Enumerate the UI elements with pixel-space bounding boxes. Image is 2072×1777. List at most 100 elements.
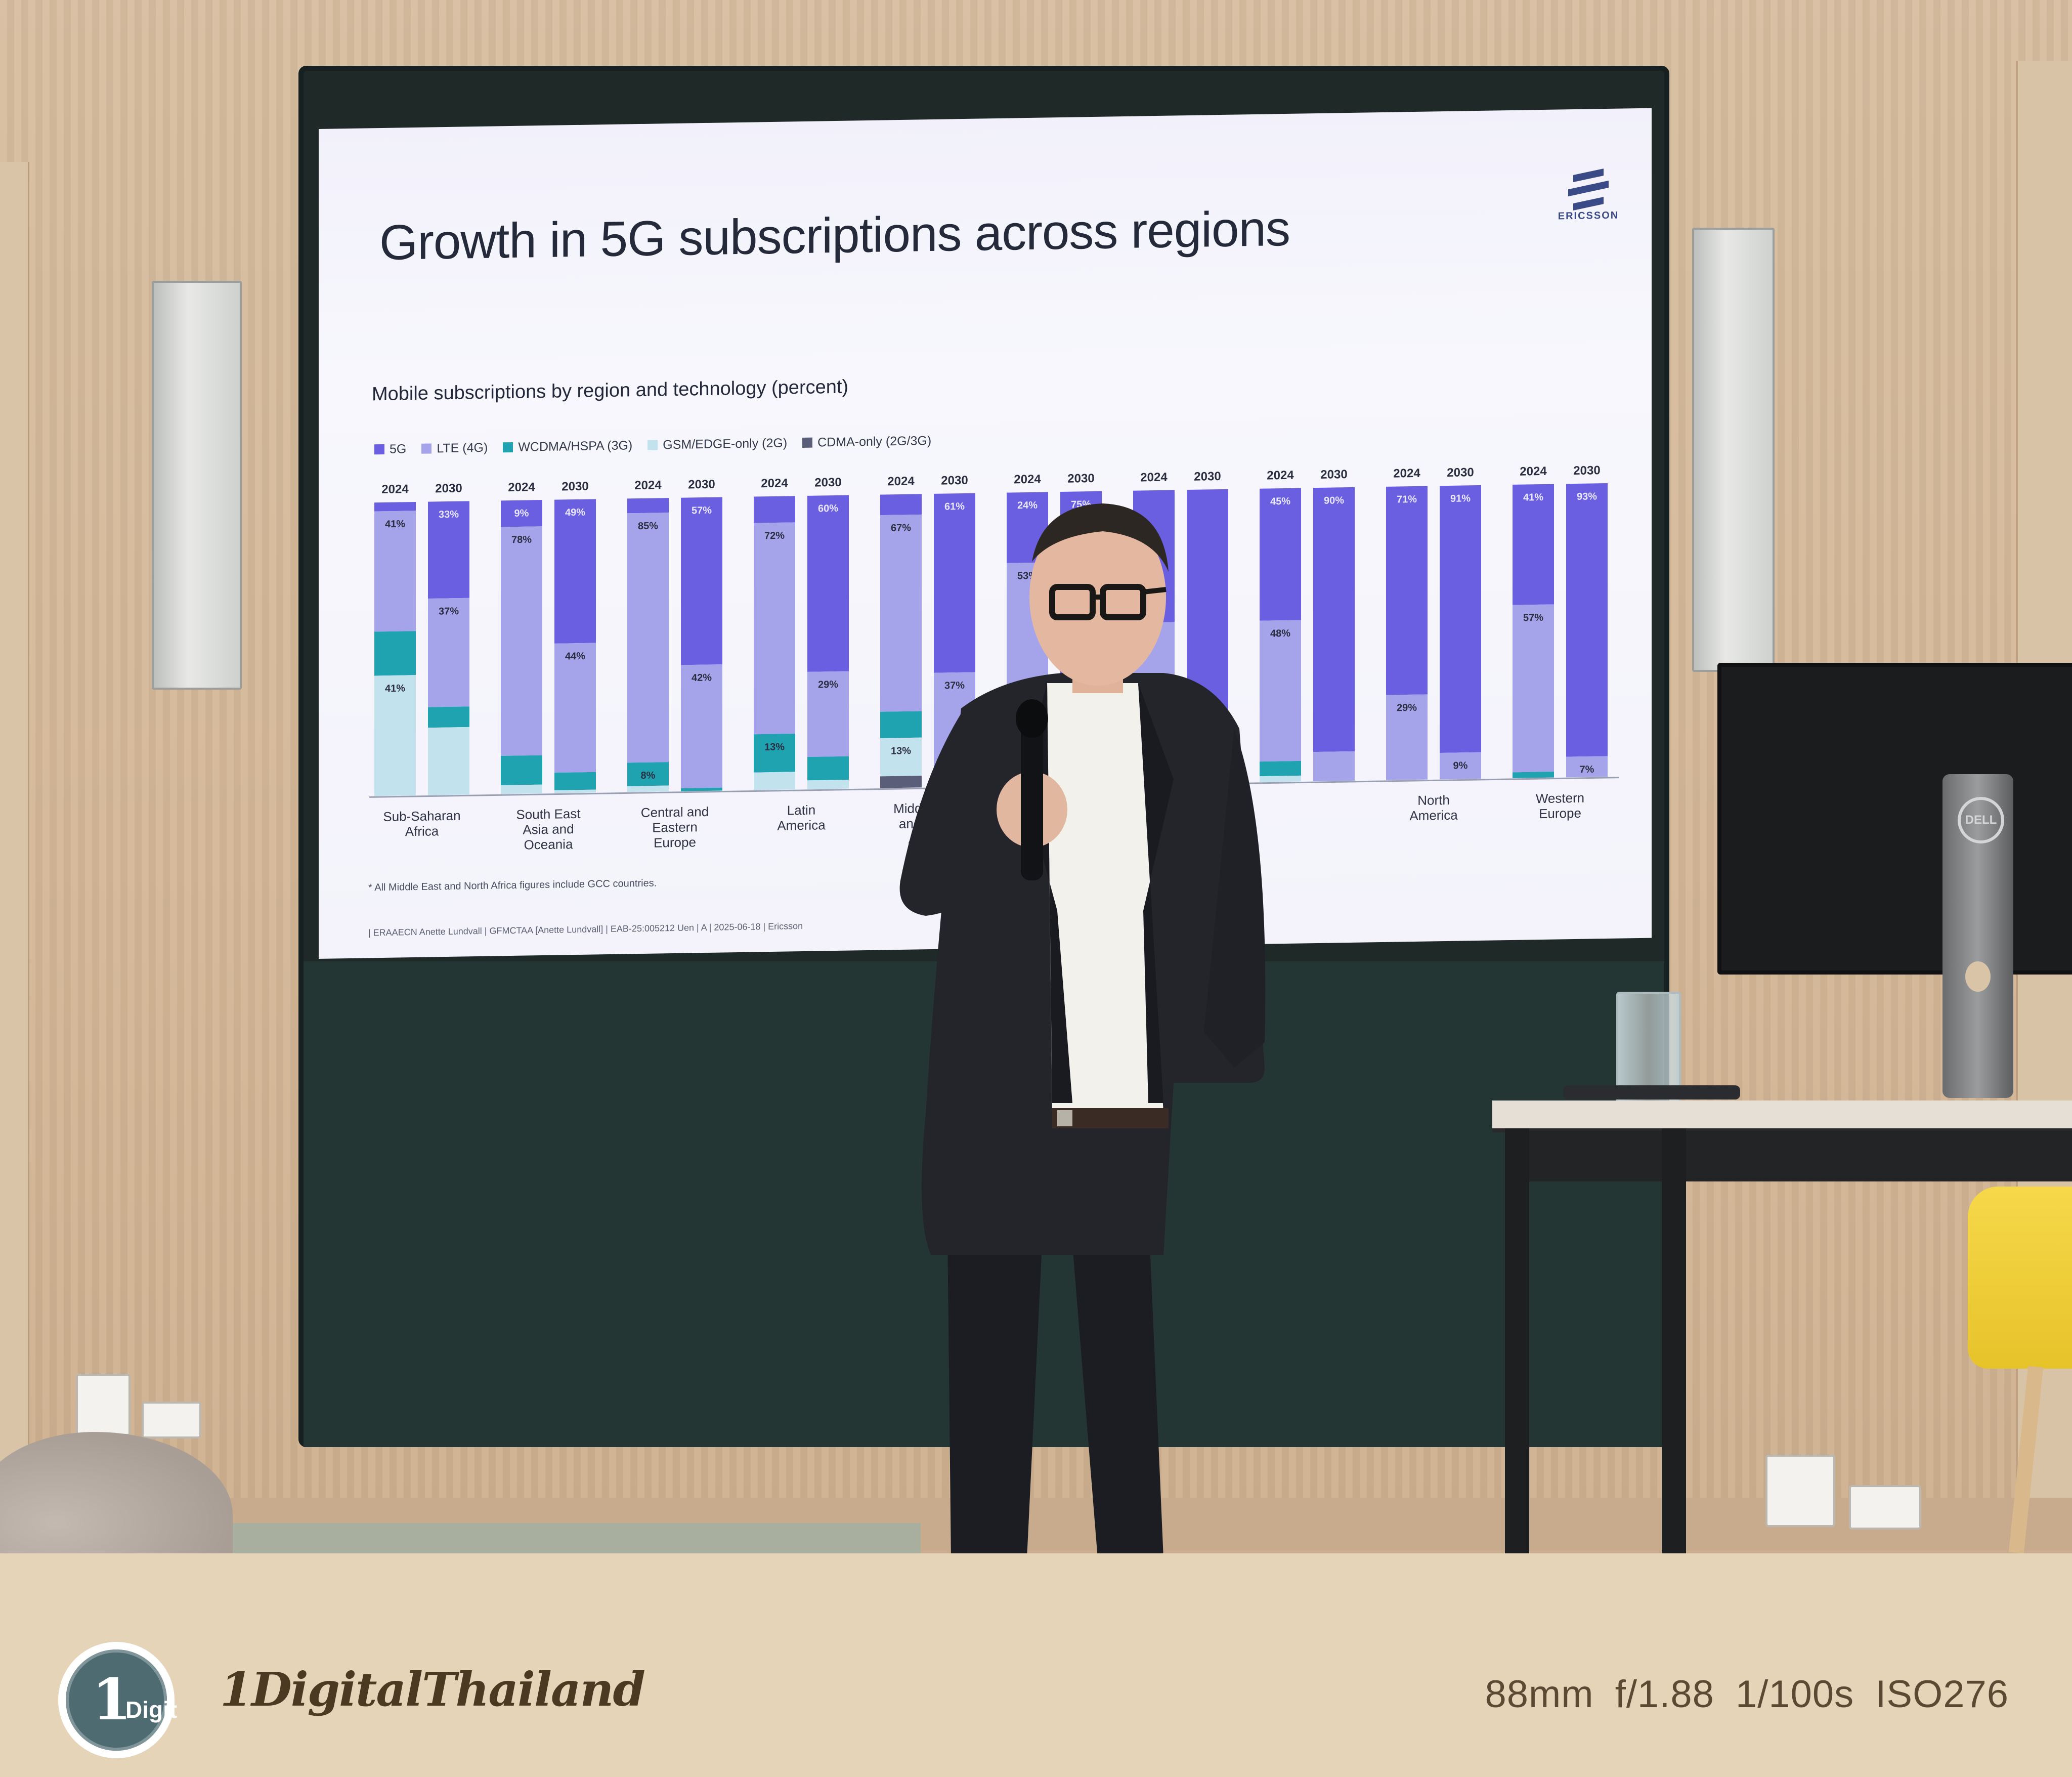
bar-segment [554, 643, 596, 773]
bar-segment [627, 498, 669, 514]
bar-segment [880, 514, 922, 712]
bar-segment [428, 501, 469, 599]
year-tick-label: 2024 [508, 480, 535, 494]
bar-segment [807, 671, 849, 757]
bar-segment [374, 501, 416, 512]
power-outlet [142, 1402, 201, 1438]
wall-switch [76, 1374, 131, 1436]
data-label: 93% [1577, 491, 1597, 502]
data-label: 57% [1523, 612, 1543, 624]
bar-segment [880, 776, 922, 788]
data-label: 33% [439, 509, 459, 521]
bar-segment [1386, 694, 1428, 780]
bar-segment [374, 675, 416, 796]
bar-segment [934, 493, 975, 673]
data-label: 72% [764, 530, 785, 542]
region-tick-label: South East [516, 806, 581, 822]
bar-segment [754, 522, 795, 735]
bar-segment [374, 631, 416, 676]
year-tick-label: 2024 [381, 482, 409, 496]
data-label: 49% [565, 507, 585, 519]
wall-switch [1765, 1455, 1835, 1527]
microphone [1021, 713, 1043, 880]
bar-segment [1386, 486, 1428, 695]
data-label: 9% [514, 507, 529, 519]
brand-name: 1DigitalThailand [220, 1662, 645, 1717]
ericsson-logo-icon [1568, 168, 1609, 211]
data-label: 37% [944, 680, 965, 692]
floor-mat [212, 1523, 921, 1553]
data-label: 7% [1580, 764, 1594, 775]
bar-segment [880, 737, 922, 777]
data-label: 29% [818, 679, 838, 691]
year-tick-label: 2030 [688, 478, 715, 492]
region-tick-label: Western [1536, 790, 1584, 807]
bar-segment [754, 772, 795, 790]
photo-scene: Growth in 5G subscriptions across region… [0, 0, 2072, 1553]
year-tick-label: 2030 [1447, 466, 1474, 480]
bar-segment [428, 727, 469, 795]
computer-monitor [1717, 663, 2072, 975]
bar-segment [880, 711, 922, 738]
presenter [899, 503, 1266, 1553]
region-tick-label: America [777, 817, 826, 833]
region-tick-label: Europe [654, 834, 696, 850]
year-tick-label: 2030 [562, 480, 588, 494]
table-leg [1505, 1128, 1529, 1553]
badge-word: Digit [125, 1697, 178, 1723]
bar-segment [627, 785, 669, 792]
data-label: 60% [818, 503, 838, 515]
presenter-arm [899, 713, 1032, 916]
bar-segment [1260, 620, 1301, 762]
dell-logo-icon: DELL [1958, 797, 2004, 843]
region-tick-label: North [1417, 792, 1450, 808]
bar-segment [1513, 604, 1554, 773]
bar-segment [501, 500, 542, 527]
data-label: 29% [1397, 702, 1417, 714]
bar-segment [681, 787, 722, 791]
bar-segment [880, 494, 922, 516]
data-label: 37% [439, 606, 459, 617]
badge-numeral: 1 [92, 1667, 132, 1733]
region-tick-label: America [1409, 808, 1458, 824]
desk-cables [1563, 1085, 1740, 1099]
bar-segment [807, 495, 849, 672]
brand-badge-icon: 1 Digit [58, 1642, 178, 1758]
bar-segment [554, 789, 596, 793]
year-tick-label: 2024 [634, 478, 662, 492]
bar-segment [428, 706, 469, 728]
bar-segment [627, 762, 669, 786]
bar-segment [501, 526, 542, 756]
data-label: 9% [1453, 760, 1468, 771]
bar-segment [754, 734, 795, 773]
region-tick-label: Central and [641, 804, 709, 820]
data-label: 85% [638, 520, 658, 532]
year-tick-label: 2030 [941, 474, 968, 488]
region-tick-label: Latin [787, 802, 815, 818]
data-label: 91% [1450, 493, 1471, 504]
bar-segment [374, 511, 416, 632]
bar-segment [627, 513, 669, 763]
year-tick-label: 2024 [1014, 473, 1041, 487]
table-leg [1662, 1128, 1686, 1553]
wall-speaker-right [1692, 228, 1775, 672]
data-label: 48% [1270, 628, 1290, 640]
bar-segment [1566, 756, 1608, 778]
bar-segment [554, 772, 596, 790]
power-outlet [1849, 1485, 1921, 1530]
table-skirt [1523, 1131, 2072, 1181]
bar-segment [807, 756, 849, 781]
region-tick-label: Asia and [523, 821, 574, 837]
data-label: 13% [764, 741, 785, 753]
data-label: 13% [891, 745, 911, 757]
data-label: 44% [565, 651, 585, 662]
data-label: 90% [1324, 495, 1344, 506]
glasses-icon [1049, 584, 1096, 620]
bar-segment [1260, 760, 1301, 777]
data-label: 78% [511, 534, 532, 546]
data-label: 41% [385, 683, 405, 695]
bar-segment [1313, 487, 1355, 752]
region-tick-label: Europe [1539, 806, 1581, 821]
year-tick-label: 2030 [814, 476, 841, 490]
data-label: 57% [692, 505, 712, 517]
